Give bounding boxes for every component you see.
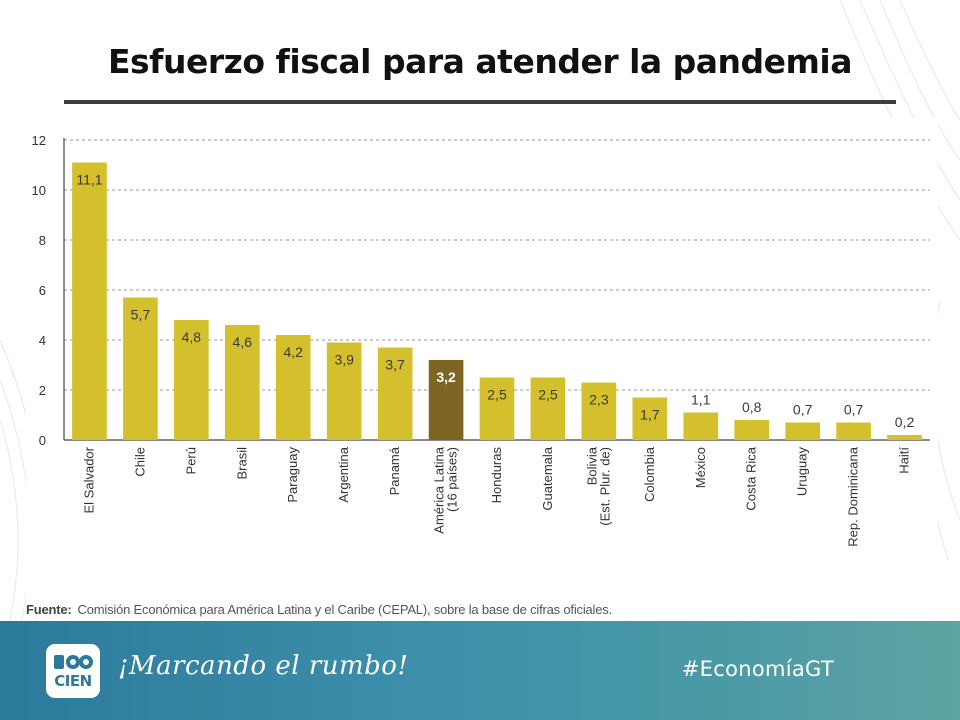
bar (479, 377, 515, 440)
category-label: México (693, 447, 708, 488)
bar-value-label: 11,1 (76, 172, 102, 188)
bar (428, 360, 464, 440)
bar (836, 422, 871, 440)
category-label: Uruguay (795, 447, 810, 497)
logo-text: CIEN (54, 672, 92, 690)
y-tick-label: 6 (39, 283, 46, 298)
bar (887, 435, 922, 440)
category-label: Guatemala (540, 446, 555, 510)
bar (734, 420, 770, 440)
category-label: Brasil (234, 447, 249, 480)
cien-logo: CIEN (46, 644, 100, 698)
bar (72, 162, 107, 440)
bar-value-label: 3,7 (385, 357, 405, 373)
category-label: Honduras (489, 447, 504, 504)
bar-value-label: 0,2 (895, 414, 915, 430)
category-label: Panamá (387, 446, 402, 495)
bar (275, 335, 311, 440)
bar (326, 342, 362, 440)
source-label: Fuente: (26, 602, 72, 617)
bar-value-label: 2,3 (589, 392, 609, 408)
logo-mark-icon (54, 655, 93, 669)
category-label: Argentina (336, 446, 351, 502)
category-label: Costa Rica (744, 446, 759, 510)
chart-panel: 0 2 4 6 8 10 12 11,1 El Salvador 5,7 Chile 4,8 Perú 4… (26, 118, 938, 618)
bar-value-label: 5,7 (131, 307, 151, 323)
category-label: América Latina (432, 446, 447, 533)
category-label: (Est. Plur. de) (597, 447, 612, 526)
bar (683, 412, 719, 440)
bar (632, 397, 668, 440)
category-label: Haití (897, 447, 912, 474)
title-divider (64, 100, 896, 104)
slogan: ¡Marcando el rumbo! (118, 651, 409, 681)
bar (530, 377, 566, 440)
bar-value-label: 0,8 (742, 399, 762, 415)
source-text: Comisión Económica para América Latina y… (77, 602, 613, 617)
bar-value-label: 0,7 (793, 402, 813, 418)
category-label: (16 países) (445, 447, 460, 512)
y-tick-label: 12 (32, 133, 46, 148)
y-tick-label: 2 (39, 383, 46, 398)
category-label: Paraguay (285, 447, 300, 503)
hashtag: #EconomíaGT (681, 657, 834, 681)
bar-value-label: 0,7 (844, 402, 864, 418)
y-tick-label: 10 (32, 183, 46, 198)
y-tick-label: 0 (39, 433, 46, 448)
bar-value-label: 4,8 (182, 329, 202, 345)
y-tick-label: 4 (39, 333, 46, 348)
bar-value-label: 3,2 (436, 369, 456, 385)
bar-value-label: 4,6 (233, 334, 253, 350)
bar-value-label: 1,7 (640, 407, 660, 423)
bar-value-label: 3,9 (334, 352, 354, 368)
bar (581, 382, 617, 440)
bar-value-label: 1,1 (691, 392, 711, 408)
source-note: Fuente: Comisión Económica para América L… (26, 602, 612, 617)
bar-chart: 0 2 4 6 8 10 12 11,1 El Salvador 5,7 Chile 4,8 Perú 4… (32, 133, 930, 547)
category-label: Colombia (642, 446, 657, 502)
bar (174, 320, 209, 440)
category-label: Bolivia (584, 446, 599, 485)
bar (123, 297, 158, 440)
slide-title: Esfuerzo fiscal para atender la pandemia (107, 42, 853, 81)
bar (377, 347, 413, 440)
category-label: El Salvador (81, 446, 96, 513)
category-label: Chile (132, 447, 147, 477)
category-label: Perú (183, 447, 198, 474)
bar-value-label: 2,5 (487, 387, 507, 403)
bar-value-label: 2,5 (538, 387, 558, 403)
bar (224, 325, 260, 440)
footer-banner: CIEN ¡Marcando el rumbo! #EconomíaGT (0, 621, 960, 720)
bar-value-label: 4,2 (284, 344, 304, 360)
bar (785, 422, 820, 440)
y-tick-label: 8 (39, 233, 46, 248)
category-label: Rep. Dominicana (846, 446, 861, 546)
